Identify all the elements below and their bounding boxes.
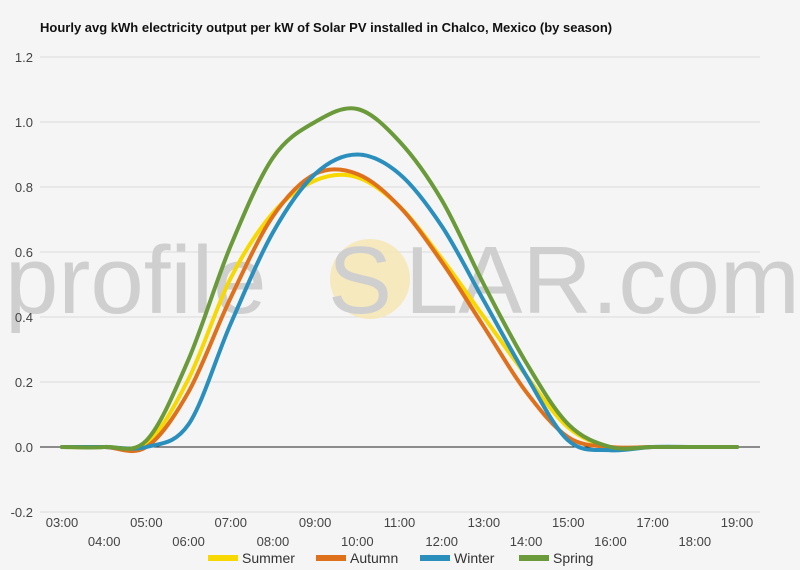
x-tick-label: 13:00	[468, 515, 501, 530]
legend-swatch-autumn	[316, 555, 346, 561]
x-tick-label: 07:00	[214, 515, 247, 530]
x-tick-label: 09:00	[299, 515, 332, 530]
watermark-text-left: profile	[5, 227, 266, 334]
x-tick-label: 04:00	[88, 534, 121, 549]
y-axis-ticks: 1.2 1.0 0.8 0.6 0.4 0.2 0.0 -0.2	[11, 50, 33, 520]
series-line-spring	[60, 106, 739, 451]
x-tick-label: 06:00	[172, 534, 205, 549]
x-tick-label: 12:00	[425, 534, 458, 549]
legend-swatch-winter	[420, 555, 450, 561]
watermark: profile S LAR.com	[5, 227, 800, 334]
legend-label-winter: Winter	[454, 550, 495, 566]
y-tick-label: 0.4	[15, 310, 33, 325]
x-tick-label: 15:00	[552, 515, 585, 530]
legend: Summer Autumn Winter Spring	[208, 550, 593, 566]
x-tick-label: 10:00	[341, 534, 374, 549]
watermark-text-s: S	[328, 227, 392, 334]
x-tick-label: 11:00	[384, 515, 416, 530]
watermark-sun-icon	[330, 239, 410, 319]
x-tick-label: 19:00	[721, 515, 754, 530]
x-tick-label: 08:00	[257, 534, 290, 549]
legend-label-spring: Spring	[553, 550, 593, 566]
x-tick-label: 18:00	[679, 534, 712, 549]
x-axis-ticks: 03:00 04:00 05:00 06:00 07:00 08:00 09:00 10:00…	[46, 515, 754, 549]
y-tick-label: -0.2	[11, 505, 33, 520]
series-lines	[60, 106, 739, 454]
legend-label-autumn: Autumn	[350, 550, 398, 566]
x-tick-label: 14:00	[510, 534, 543, 549]
x-tick-label: 17:00	[636, 515, 669, 530]
chart-title: Hourly avg kWh electricity output per kW…	[40, 20, 613, 35]
y-tick-label: 1.0	[15, 115, 33, 130]
x-tick-label: 03:00	[46, 515, 79, 530]
y-tick-label: 0.8	[15, 180, 33, 195]
legend-swatch-summer	[208, 555, 238, 561]
legend-swatch-spring	[519, 555, 549, 561]
series-line-winter	[60, 152, 739, 453]
y-tick-label: 0.0	[15, 440, 33, 455]
legend-label-summer: Summer	[242, 550, 295, 566]
y-tick-label: 1.2	[15, 50, 33, 65]
x-tick-label: 05:00	[130, 515, 163, 530]
y-tick-label: 0.2	[15, 375, 33, 390]
x-tick-label: 16:00	[594, 534, 627, 549]
y-tick-label: 0.6	[15, 245, 33, 260]
